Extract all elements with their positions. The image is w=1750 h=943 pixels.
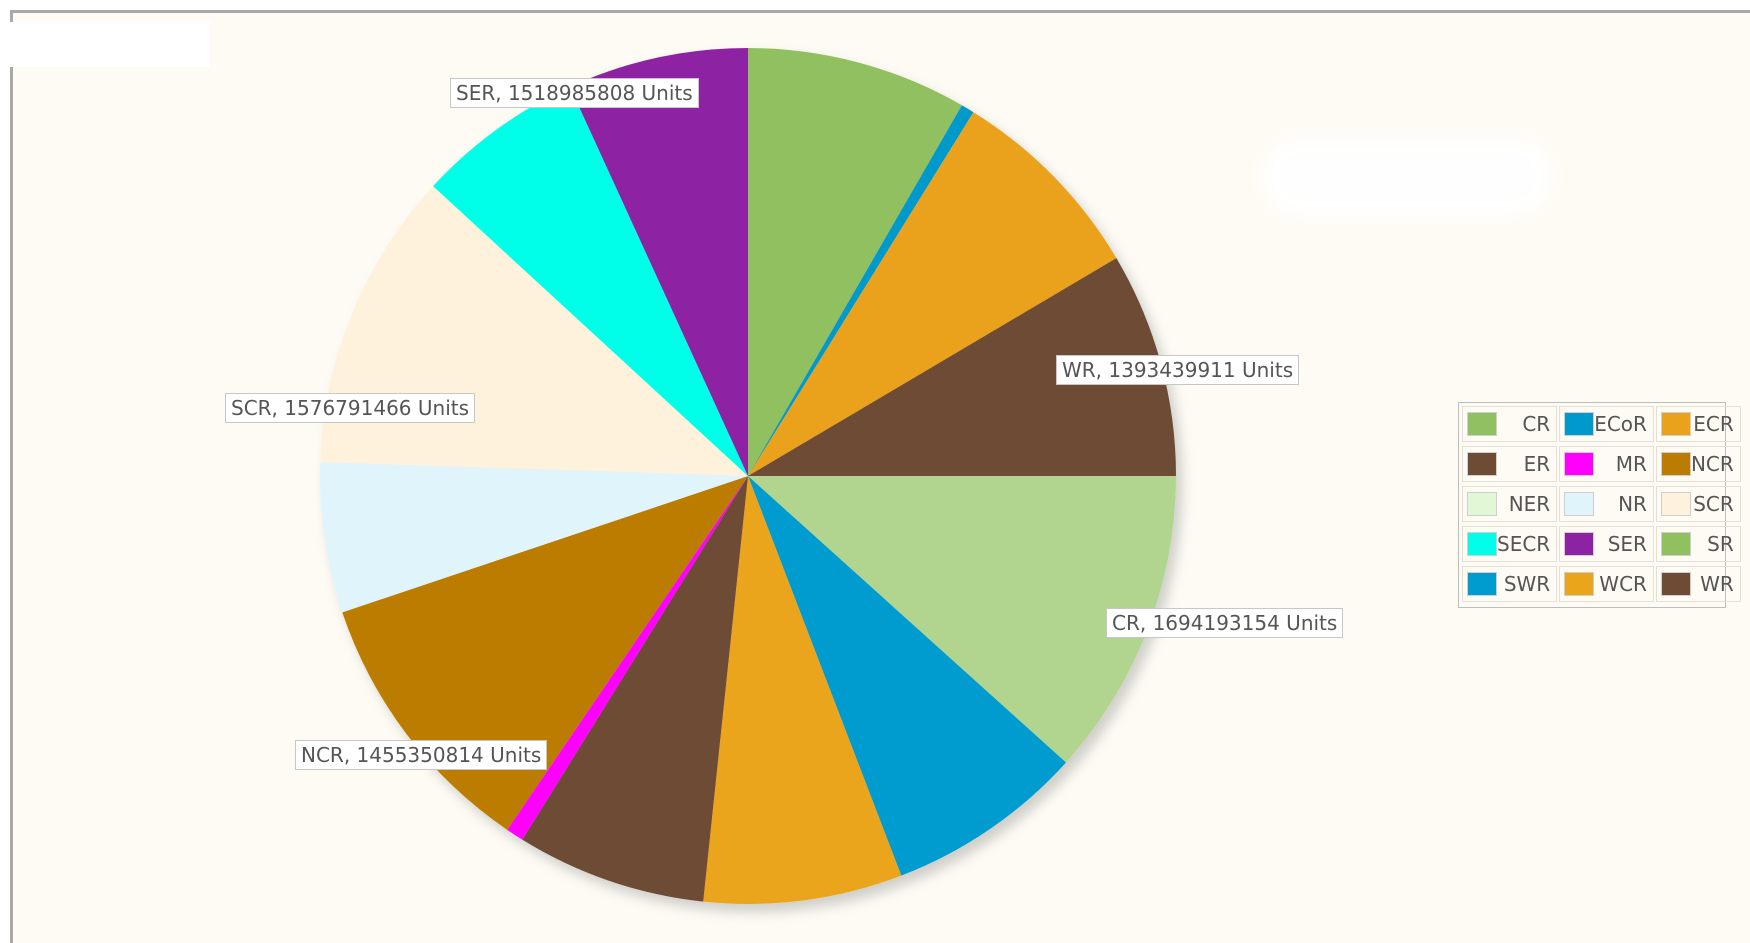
legend-swatch <box>1660 492 1691 516</box>
blurred-arrow-icon <box>1262 138 1552 216</box>
legend-item-ecr[interactable]: ECR <box>1655 406 1741 442</box>
legend-label: SWR <box>1503 572 1551 596</box>
pie-slice-sr[interactable] <box>748 476 1176 763</box>
legend-swatch <box>1660 532 1691 556</box>
callout-scr: SCR, 1576791466 Units <box>225 393 476 423</box>
legend-swatch <box>1564 532 1595 556</box>
legend-label: NCR <box>1690 452 1734 476</box>
legend-item-wr[interactable]: WR <box>1655 566 1741 602</box>
legend-swatch <box>1467 572 1497 596</box>
legend-item-ecor[interactable]: ECoR <box>1559 406 1654 442</box>
pie-slice-mr[interactable] <box>507 476 748 840</box>
legend-label: MR <box>1615 452 1647 476</box>
legend: CR ECoR ECR ER MR NCR NER NR SCR SECR SER SR SWR WCR W… <box>1458 402 1741 608</box>
legend-item-cr[interactable]: CR <box>1462 406 1558 442</box>
legend-label: SR <box>1707 532 1734 556</box>
pie-slice-ecr[interactable] <box>748 112 1117 476</box>
blank-box <box>0 22 210 67</box>
pie-slice-er[interactable] <box>748 258 1176 476</box>
legend-label: NER <box>1508 492 1551 516</box>
pie-slice-nr[interactable] <box>319 462 748 613</box>
legend-swatch <box>1564 492 1595 516</box>
legend-item-nr[interactable]: NR <box>1559 486 1654 522</box>
pie-slice-ser[interactable] <box>569 48 748 476</box>
legend-item-mr[interactable]: MR <box>1559 446 1654 482</box>
pie-slice-secr[interactable] <box>433 86 748 477</box>
legend-label: ECR <box>1693 412 1734 436</box>
legend-label: WR <box>1700 572 1734 596</box>
legend-label: ECoR <box>1594 412 1647 436</box>
callout-ser: SER, 1518985808 Units <box>450 78 699 108</box>
legend-item-swr[interactable]: SWR <box>1462 566 1558 602</box>
legend-swatch <box>1564 572 1595 596</box>
legend-item-ner[interactable]: NER <box>1462 486 1558 522</box>
pie-slice-wr[interactable] <box>522 476 748 902</box>
callout-wr: WR, 1393439911 Units <box>1056 355 1300 385</box>
legend-swatch <box>1660 452 1691 476</box>
legend-label: CR <box>1522 412 1551 436</box>
legend-item-ncr[interactable]: NCR <box>1655 446 1741 482</box>
legend-item-ser[interactable]: SER <box>1559 526 1654 562</box>
pie-slice-cr[interactable] <box>748 48 962 476</box>
legend-swatch <box>1660 572 1691 596</box>
legend-item-er[interactable]: ER <box>1462 446 1558 482</box>
legend-swatch <box>1467 532 1497 556</box>
legend-item-wcr[interactable]: WCR <box>1559 566 1654 602</box>
legend-swatch <box>1564 412 1595 436</box>
legend-swatch <box>1660 412 1691 436</box>
legend-swatch <box>1467 492 1497 516</box>
callout-ncr: NCR, 1455350814 Units <box>295 740 548 770</box>
legend-swatch <box>1564 452 1595 476</box>
legend-item-secr[interactable]: SECR <box>1462 526 1558 562</box>
pie-slice-wcr[interactable] <box>703 476 902 904</box>
legend-label: SER <box>1607 532 1647 556</box>
legend-label: NR <box>1618 492 1647 516</box>
legend-swatch <box>1467 452 1497 476</box>
legend-label: SCR <box>1693 492 1734 516</box>
pie-slice-ecor[interactable] <box>748 105 974 476</box>
legend-item-scr[interactable]: SCR <box>1655 486 1741 522</box>
callout-cr: CR, 1694193154 Units <box>1106 608 1344 638</box>
legend-item-sr[interactable]: SR <box>1655 526 1741 562</box>
legend-swatch <box>1467 412 1497 436</box>
legend-label: SECR <box>1497 532 1551 556</box>
legend-label: WCR <box>1599 572 1647 596</box>
legend-label: ER <box>1523 452 1551 476</box>
pie-slice-swr[interactable] <box>748 476 1067 876</box>
